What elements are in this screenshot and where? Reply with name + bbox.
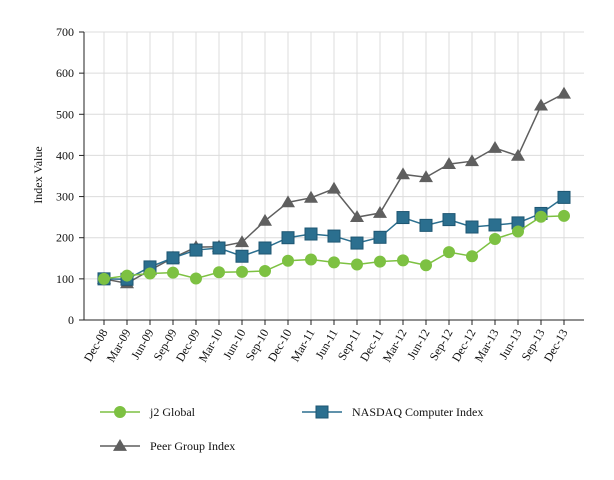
data-point-peer-group-index	[396, 167, 410, 180]
data-point-j2-global	[98, 272, 110, 285]
data-point-peer-group-index	[327, 181, 341, 194]
legend-label: Peer Group Index	[150, 439, 235, 453]
data-point-nasdaq-computer-index	[327, 229, 341, 243]
data-point-peer-group-index	[511, 148, 525, 161]
x-tick-label: Dec-13	[541, 327, 571, 365]
data-point-nasdaq-computer-index	[304, 227, 318, 241]
data-point-peer-group-index	[419, 170, 433, 183]
y-tick-label: 0	[68, 313, 74, 327]
y-tick-label: 400	[56, 148, 74, 162]
data-point-j2-global	[466, 250, 478, 263]
data-point-j2-global	[305, 253, 317, 266]
data-point-peer-group-index	[534, 98, 548, 111]
y-axis-title: Index Value	[31, 146, 45, 203]
data-point-nasdaq-computer-index	[557, 190, 571, 204]
data-point-j2-global	[213, 266, 225, 279]
data-point-nasdaq-computer-index	[189, 243, 203, 257]
data-point-j2-global	[374, 255, 386, 268]
data-point-peer-group-index	[465, 154, 479, 167]
legend-label: NASDAQ Computer Index	[352, 405, 483, 419]
data-point-nasdaq-computer-index	[281, 231, 295, 245]
legend-marker	[114, 406, 126, 418]
data-point-nasdaq-computer-index	[419, 218, 433, 232]
y-tick-label: 200	[56, 231, 74, 245]
data-point-nasdaq-computer-index	[442, 213, 456, 227]
data-point-nasdaq-computer-index	[465, 220, 479, 234]
data-point-j2-global	[190, 272, 202, 285]
legend: j2 Global NASDAQ Computer Index Peer Group…	[100, 405, 483, 453]
data-point-j2-global	[489, 232, 501, 245]
data-point-nasdaq-computer-index	[396, 211, 410, 225]
y-tick-label: 700	[56, 25, 74, 39]
data-point-j2-global	[558, 209, 570, 222]
data-point-peer-group-index	[235, 235, 249, 248]
data-point-j2-global	[121, 269, 133, 282]
data-point-nasdaq-computer-index	[166, 251, 180, 265]
data-point-j2-global	[512, 225, 524, 238]
legend-item-peer-group-index: Peer Group Index	[100, 439, 235, 453]
data-point-nasdaq-computer-index	[373, 230, 387, 244]
legend-marker	[113, 439, 127, 451]
data-point-peer-group-index	[442, 157, 456, 169]
data-point-j2-global	[351, 258, 363, 271]
data-point-j2-global	[282, 254, 294, 267]
data-point-peer-group-index	[304, 190, 318, 203]
data-point-peer-group-index	[557, 86, 571, 99]
data-point-j2-global	[259, 265, 271, 278]
legend-label: j2 Global	[149, 405, 196, 419]
y-tick-label: 500	[56, 107, 74, 121]
data-point-j2-global	[167, 266, 179, 279]
data-point-nasdaq-computer-index	[488, 218, 502, 232]
grid-layer	[84, 31, 584, 321]
y-tick-label: 600	[56, 66, 74, 80]
data-point-j2-global	[443, 246, 455, 259]
data-point-peer-group-index	[488, 141, 502, 153]
data-point-nasdaq-computer-index	[212, 241, 226, 255]
y-tick-label: 100	[56, 272, 74, 286]
legend-item-j2-global: j2 Global	[100, 405, 196, 419]
data-point-j2-global	[328, 256, 340, 269]
data-point-j2-global	[236, 265, 248, 278]
data-point-j2-global	[535, 210, 547, 223]
data-point-peer-group-index	[350, 210, 364, 223]
data-point-peer-group-index	[373, 206, 387, 218]
legend-item-nasdaq-computer-index: NASDAQ Computer Index	[302, 405, 483, 419]
y-tick-label: 300	[56, 190, 74, 204]
data-point-peer-group-index	[281, 195, 295, 208]
data-point-j2-global	[420, 259, 432, 272]
data-point-j2-global	[397, 254, 409, 267]
data-point-j2-global	[144, 267, 156, 280]
data-point-nasdaq-computer-index	[350, 236, 364, 250]
legend-marker	[315, 405, 329, 419]
x-tick-label: Mar-11	[288, 327, 318, 365]
data-point-nasdaq-computer-index	[235, 249, 249, 263]
data-point-nasdaq-computer-index	[258, 241, 272, 255]
series-layer	[97, 86, 571, 289]
data-point-peer-group-index	[258, 213, 272, 226]
